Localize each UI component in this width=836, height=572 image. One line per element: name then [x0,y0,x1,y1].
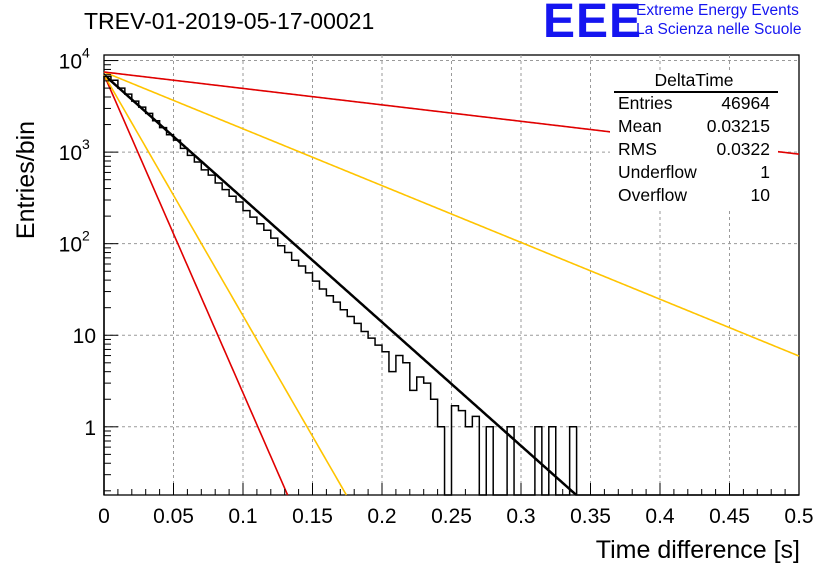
y-tick-label: 10 [59,234,82,257]
x-tick-label: 0.1 [228,505,257,528]
x-tick-label: 0.25 [431,505,472,528]
x-tick-label: 0.3 [506,505,535,528]
eee-logo-mark: EEE [543,0,643,48]
y-tick-label: 10 [59,142,82,165]
y-tick-label: 1 [84,417,96,440]
stats-title: DeltaTime [654,70,734,90]
y-tick-exponent: 4 [82,45,90,61]
y-axis-label: Entries/bin [12,121,40,239]
x-tick-label: 0.45 [709,505,750,528]
fit-curve-0 [103,73,578,496]
statistics-box: DeltaTime Entries 46964 Mean 0.03215 RMS… [610,70,778,210]
x-tick-label: 0.5 [784,505,813,528]
x-tick-label: 0.4 [645,505,675,528]
chart-title: TREV-01-2019-05-17-00021 [84,8,375,34]
stat-value: 1 [760,162,770,182]
stat-row-underflow: Underflow 1 [618,162,770,184]
y-tick-exponent: 3 [82,136,90,152]
logo-line-2: La Scienza nelle Scuole [636,21,802,38]
stat-value: 0.0322 [716,139,770,159]
y-tick-label: 10 [73,325,96,348]
stat-value: 0.03215 [706,116,770,136]
y-tick-exponent: 2 [82,228,90,244]
stat-label: Mean [618,116,662,136]
stat-label: Underflow [618,162,697,182]
x-tick-label: 0.2 [367,505,396,528]
x-tick-label: 0 [98,505,110,528]
histogram [103,75,799,496]
stat-row-mean: Mean 0.03215 [618,116,770,138]
x-tick-label: 0.15 [292,505,333,528]
stat-label: Entries [618,93,673,113]
fit-curve-4 [103,74,348,496]
fit-curve-3 [103,74,289,496]
stat-value: 46964 [721,93,770,113]
fit-curve-1 [103,71,800,357]
fit-curves [103,71,800,496]
stat-row-rms: RMS 0.0322 [618,139,770,161]
stats-title-underline [614,91,778,93]
stat-label: Overflow [618,185,688,205]
stat-label: RMS [618,139,657,159]
stat-value: 10 [750,185,770,205]
histogram-outline [103,75,799,496]
stat-row-entries: Entries 46964 [618,93,770,115]
eee-logo: EEE Extreme Energy Events La Scienza nel… [543,0,833,48]
x-axis: 0 0.05 0.1 0.15 0.2 0.25 0.3 0.35 0.4 0.45 0.5 [98,483,814,528]
logo-line-1: Extreme Energy Events [636,2,799,19]
stat-row-overflow: Overflow 10 [618,185,770,207]
x-axis-label: Time difference [s] [596,536,800,564]
y-tick-label: 10 [59,51,82,74]
x-tick-label: 0.35 [570,505,611,528]
x-tick-label: 0.05 [153,505,194,528]
